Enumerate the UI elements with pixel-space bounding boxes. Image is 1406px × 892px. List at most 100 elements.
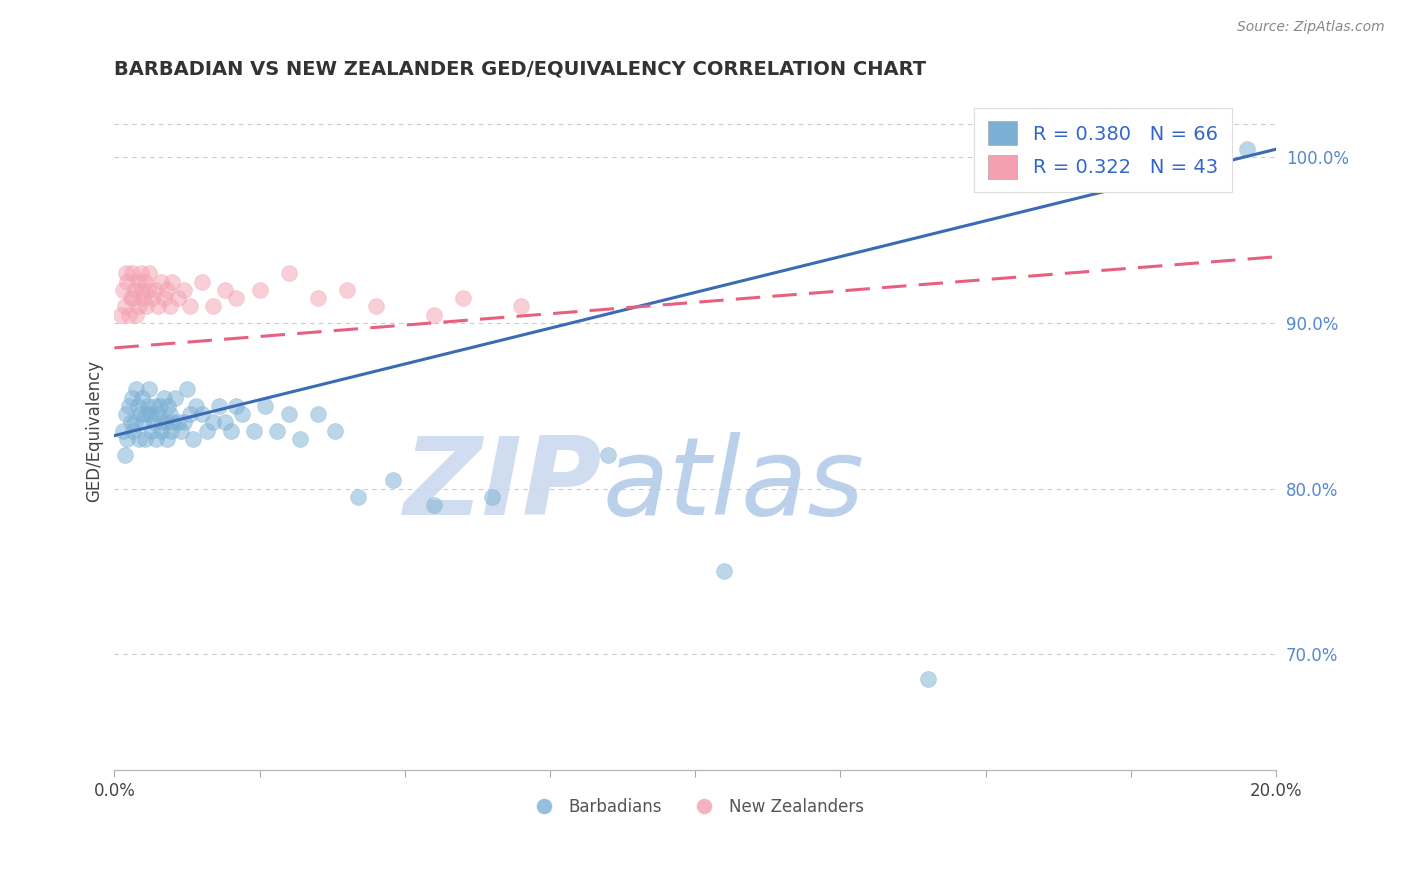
Point: [254, 399, 277, 413]
Point: [114, 300, 136, 314]
Legend: Barbadians, New Zealanders: Barbadians, New Zealanders: [520, 791, 870, 822]
Point: [129, 266, 152, 280]
Text: BARBADIAN VS NEW ZEALANDER GED/EQUIVALENCY CORRELATION CHART: BARBADIAN VS NEW ZEALANDER GED/EQUIVALEN…: [114, 60, 927, 78]
Point: [277, 266, 299, 280]
Point: [115, 266, 138, 280]
Point: [167, 291, 190, 305]
Point: [266, 424, 288, 438]
Point: [423, 498, 446, 512]
Point: [149, 424, 172, 438]
Point: [156, 399, 179, 413]
Point: [510, 300, 533, 314]
Point: [243, 424, 266, 438]
Point: [145, 432, 167, 446]
Point: [136, 283, 159, 297]
Point: [138, 382, 160, 396]
Point: [134, 432, 156, 446]
Point: [195, 424, 218, 438]
Point: [202, 300, 225, 314]
Text: ZIP: ZIP: [404, 432, 602, 538]
Point: [143, 399, 166, 413]
Point: [146, 407, 169, 421]
Point: [135, 300, 157, 314]
Point: [481, 490, 503, 504]
Point: [152, 291, 174, 305]
Point: [124, 283, 146, 297]
Point: [114, 449, 136, 463]
Point: [156, 283, 179, 297]
Point: [231, 407, 253, 421]
Point: [115, 432, 138, 446]
Point: [135, 407, 157, 421]
Point: [184, 399, 207, 413]
Point: [167, 415, 190, 429]
Text: Source: ZipAtlas.com: Source: ZipAtlas.com: [1237, 20, 1385, 34]
Point: [141, 291, 163, 305]
Point: [139, 407, 162, 421]
Point: [307, 291, 329, 305]
Point: [150, 415, 173, 429]
Point: [120, 291, 142, 305]
Point: [347, 490, 370, 504]
Point: [208, 399, 231, 413]
Point: [131, 391, 153, 405]
Point: [138, 266, 160, 280]
Point: [118, 399, 141, 413]
Point: [120, 415, 142, 429]
Point: [128, 300, 150, 314]
Point: [159, 300, 181, 314]
Point: [112, 424, 135, 438]
Point: [112, 283, 135, 297]
Point: [219, 424, 242, 438]
Point: [143, 283, 166, 297]
Point: [277, 407, 299, 421]
Point: [142, 415, 165, 429]
Point: [290, 432, 312, 446]
Point: [131, 283, 153, 297]
Point: [179, 300, 201, 314]
Point: [225, 291, 247, 305]
Point: [323, 424, 346, 438]
Point: [214, 283, 236, 297]
Point: [382, 473, 405, 487]
Point: [149, 399, 172, 413]
Point: [225, 399, 247, 413]
Point: [115, 407, 138, 421]
Point: [170, 424, 193, 438]
Point: [121, 391, 143, 405]
Point: [110, 308, 132, 322]
Point: [146, 300, 169, 314]
Point: [159, 407, 181, 421]
Point: [122, 424, 145, 438]
Point: [124, 415, 146, 429]
Point: [173, 415, 195, 429]
Point: [190, 407, 212, 421]
Point: [598, 449, 620, 463]
Point: [162, 415, 184, 429]
Point: [451, 291, 474, 305]
Point: [152, 391, 174, 405]
Point: [713, 565, 735, 579]
Point: [364, 300, 387, 314]
Point: [132, 291, 155, 305]
Text: atlas: atlas: [602, 433, 865, 538]
Point: [156, 432, 179, 446]
Point: [149, 275, 172, 289]
Point: [181, 432, 204, 446]
Point: [917, 672, 939, 686]
Point: [141, 424, 163, 438]
Point: [423, 308, 446, 322]
Point: [136, 399, 159, 413]
Point: [214, 415, 236, 429]
Point: [336, 283, 359, 297]
Point: [160, 424, 183, 438]
Point: [118, 308, 141, 322]
Point: [176, 382, 198, 396]
Point: [165, 391, 187, 405]
Point: [1236, 142, 1258, 156]
Point: [155, 415, 177, 429]
Point: [190, 275, 212, 289]
Point: [115, 275, 138, 289]
Point: [307, 407, 329, 421]
Point: [132, 415, 155, 429]
